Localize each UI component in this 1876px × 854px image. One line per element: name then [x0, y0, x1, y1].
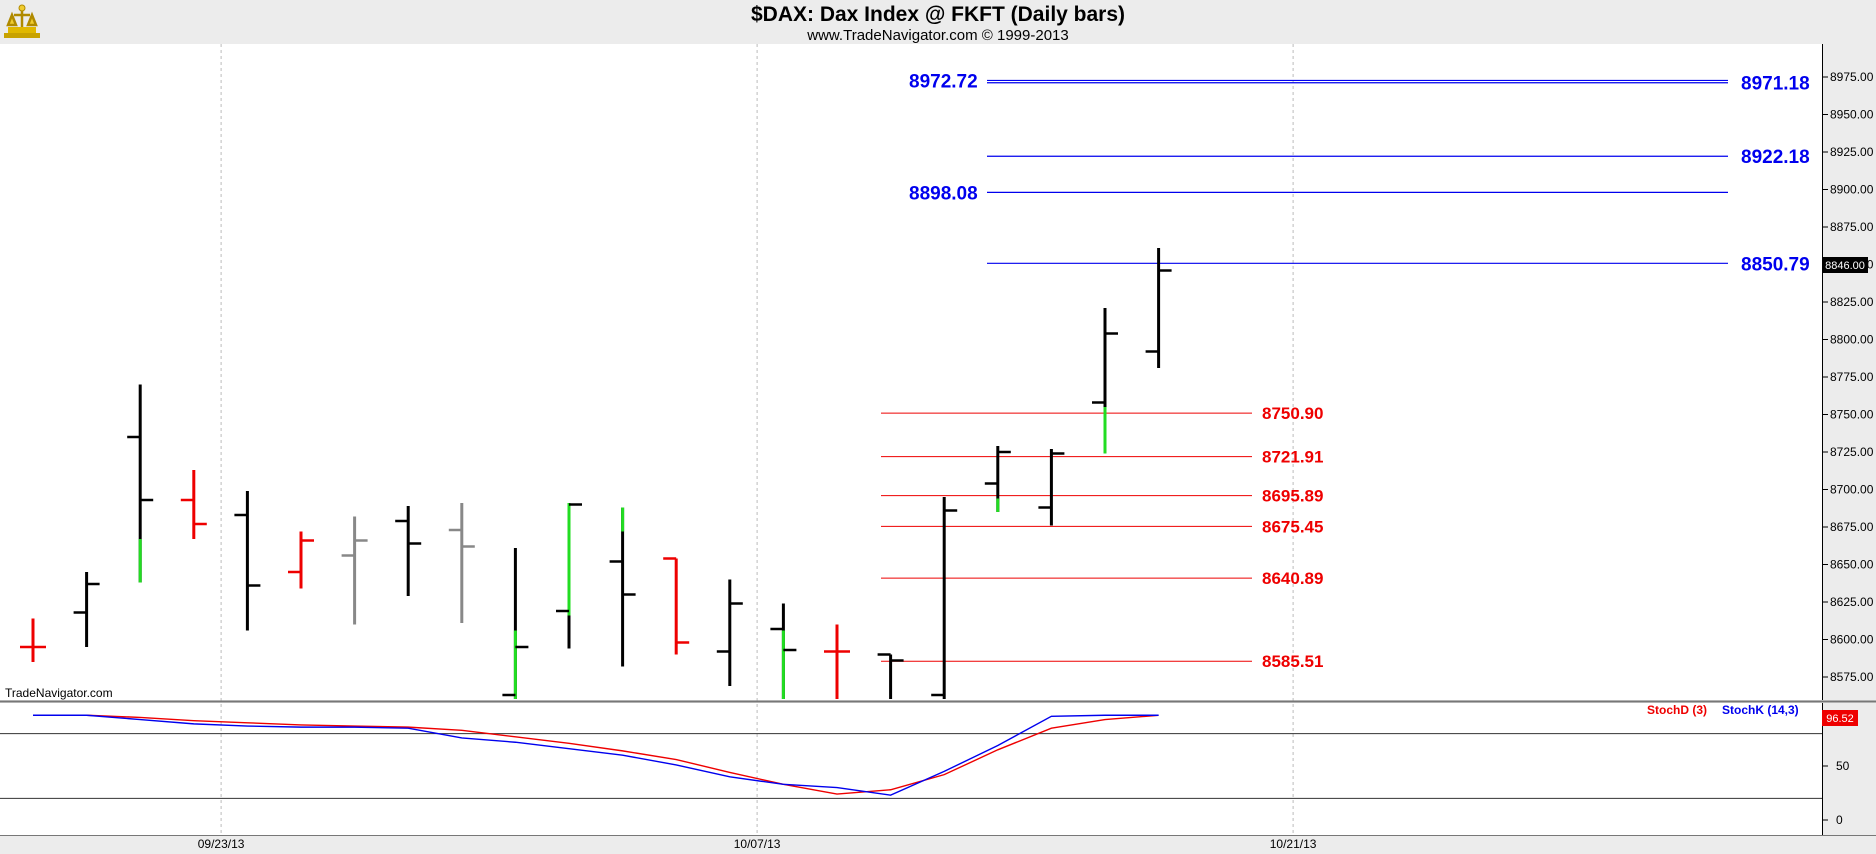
- watermark-text: TradeNavigator.com: [5, 686, 113, 700]
- ohlc-bar: [180, 470, 207, 539]
- ohlc-bar: [1092, 308, 1118, 454]
- stochastic-plot-area: [0, 703, 1822, 835]
- trade-navigator-logo-icon: [4, 4, 40, 38]
- ohlc-bar: [609, 507, 636, 667]
- ohlc-bar: [824, 624, 850, 699]
- ohlc-bar: [984, 446, 1011, 512]
- stoch-legend-d: StochD (3): [1647, 703, 1707, 717]
- ohlc-bar: [1145, 248, 1172, 368]
- retracement-level-label: 8695.89: [1262, 487, 1323, 506]
- y-tick-label: 8725.00: [1830, 445, 1874, 459]
- ohlc-bar: [1038, 449, 1065, 526]
- stoch-series-line: [33, 714, 1159, 795]
- ohlc-bar: [234, 491, 261, 631]
- y-tick-label: 8975.00: [1830, 70, 1874, 84]
- projection-level-label: 8922.18: [1741, 147, 1810, 168]
- y-tick-label: 8800.00: [1830, 333, 1874, 347]
- y-tick-label: 8950.00: [1830, 108, 1874, 122]
- y-tick-label: 8825.00: [1830, 295, 1874, 309]
- chart-title: $DAX: Dax Index @ FKFT (Daily bars): [750, 3, 1126, 26]
- ohlc-bar: [395, 506, 422, 596]
- retracement-level-label: 8721.91: [1262, 448, 1323, 467]
- retracement-level-label: 8750.90: [1262, 404, 1323, 423]
- price-plot-area: [0, 44, 1822, 700]
- y-tick-label: 8675.00: [1830, 520, 1874, 534]
- projection-level-label: 8850.79: [1741, 254, 1810, 275]
- stoch-tick-label: 0: [1836, 813, 1843, 827]
- y-tick-label: 8625.00: [1830, 595, 1874, 609]
- chart-subtitle: www.TradeNavigator.com © 1999-2013: [807, 27, 1069, 44]
- x-tick-label: 10/07/13: [734, 837, 781, 851]
- ohlc-bar: [716, 579, 743, 686]
- stoch-legend-k: StochK (14,3): [1722, 703, 1799, 717]
- ohlc-bar: [20, 618, 46, 662]
- last-stoch-label: 96.52: [1826, 713, 1854, 725]
- ohlc-bar: [448, 503, 475, 623]
- last-price-box: 8846.00: [1822, 257, 1868, 273]
- last-stoch-box: 96.52: [1822, 710, 1858, 726]
- ohlc-bar: [127, 384, 154, 583]
- ohlc-bar: [877, 653, 904, 699]
- y-tick-label: 8875.00: [1830, 220, 1874, 234]
- stoch-tick-label: 50: [1836, 759, 1850, 773]
- ohlc-bar: [73, 572, 100, 647]
- ohlc-bar: [288, 531, 314, 589]
- ohlc-bar: [341, 516, 368, 625]
- last-price-label: 8846.00: [1825, 260, 1865, 272]
- ohlc-bar: [556, 503, 582, 649]
- y-tick-label: 8575.00: [1830, 670, 1874, 684]
- retracement-level-label: 8675.45: [1262, 517, 1323, 536]
- ohlc-bar: [663, 557, 690, 655]
- y-tick-label: 8650.00: [1830, 558, 1874, 572]
- y-tick-label: 8925.00: [1830, 145, 1874, 159]
- projection-level-label: 8971.18: [1741, 74, 1810, 95]
- ohlc-bar: [931, 497, 958, 699]
- x-tick-label: 10/21/13: [1270, 837, 1317, 851]
- projection-level-label: 8972.72: [909, 71, 978, 92]
- y-tick-label: 8900.00: [1830, 183, 1874, 197]
- ohlc-bar: [502, 548, 529, 699]
- y-tick-label: 8750.00: [1830, 408, 1874, 422]
- stoch-series-line: [33, 714, 1159, 796]
- y-tick-label: 8700.00: [1830, 483, 1874, 497]
- chart-header: $DAX: Dax Index @ FKFT (Daily bars) www.…: [0, 0, 1876, 44]
- y-tick-label: 8600.00: [1830, 633, 1874, 647]
- y-tick-label: 8775.00: [1830, 370, 1874, 384]
- projection-level-label: 8898.08: [909, 183, 978, 204]
- retracement-level-label: 8585.51: [1262, 652, 1323, 671]
- x-tick-label: 09/23/13: [198, 837, 245, 851]
- retracement-level-label: 8640.89: [1262, 569, 1323, 588]
- ohlc-bar: [770, 603, 797, 699]
